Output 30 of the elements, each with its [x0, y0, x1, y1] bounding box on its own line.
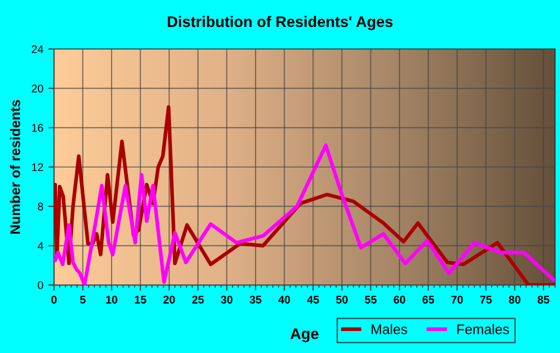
x-tick-label: 85: [538, 296, 550, 304]
x-tick-label: 35: [250, 296, 262, 304]
x-tick-label: 50: [336, 296, 348, 304]
x-tick-label: 65: [422, 296, 434, 304]
y-tick-label: 4: [38, 242, 44, 250]
y-tick-label: 8: [38, 202, 44, 210]
x-tick-label: 45: [307, 296, 320, 304]
chart-title: Distribution of Residents' Ages: [168, 16, 393, 30]
y-tick-label: 0: [38, 281, 44, 290]
x-tick-label: 20: [163, 296, 175, 304]
x-tick-label: 5: [80, 296, 86, 304]
x-tick-label: 25: [192, 296, 204, 304]
x-tick-label: 80: [508, 296, 520, 304]
x-axis-title: Age: [290, 328, 318, 342]
y-axis-title: Number of residents: [10, 100, 20, 234]
x-tick-label: 60: [394, 296, 406, 304]
x-tick-label: 75: [480, 296, 492, 304]
legend-label: Females: [457, 324, 509, 334]
y-tick-label: 16: [32, 124, 44, 132]
x-tick-label: 15: [134, 296, 146, 304]
x-tick-label: 0: [51, 296, 57, 304]
x-tick-label: 30: [220, 296, 232, 304]
x-tick-label: 10: [106, 296, 118, 304]
y-tick-label: 12: [32, 163, 44, 172]
legend-label: Males: [372, 324, 408, 334]
x-tick-label: 40: [278, 296, 290, 304]
y-tick-label: 24: [32, 45, 44, 54]
x-tick-label: 55: [364, 296, 377, 304]
x-tick-label: 70: [451, 296, 463, 304]
y-tick-label: 20: [32, 84, 44, 92]
